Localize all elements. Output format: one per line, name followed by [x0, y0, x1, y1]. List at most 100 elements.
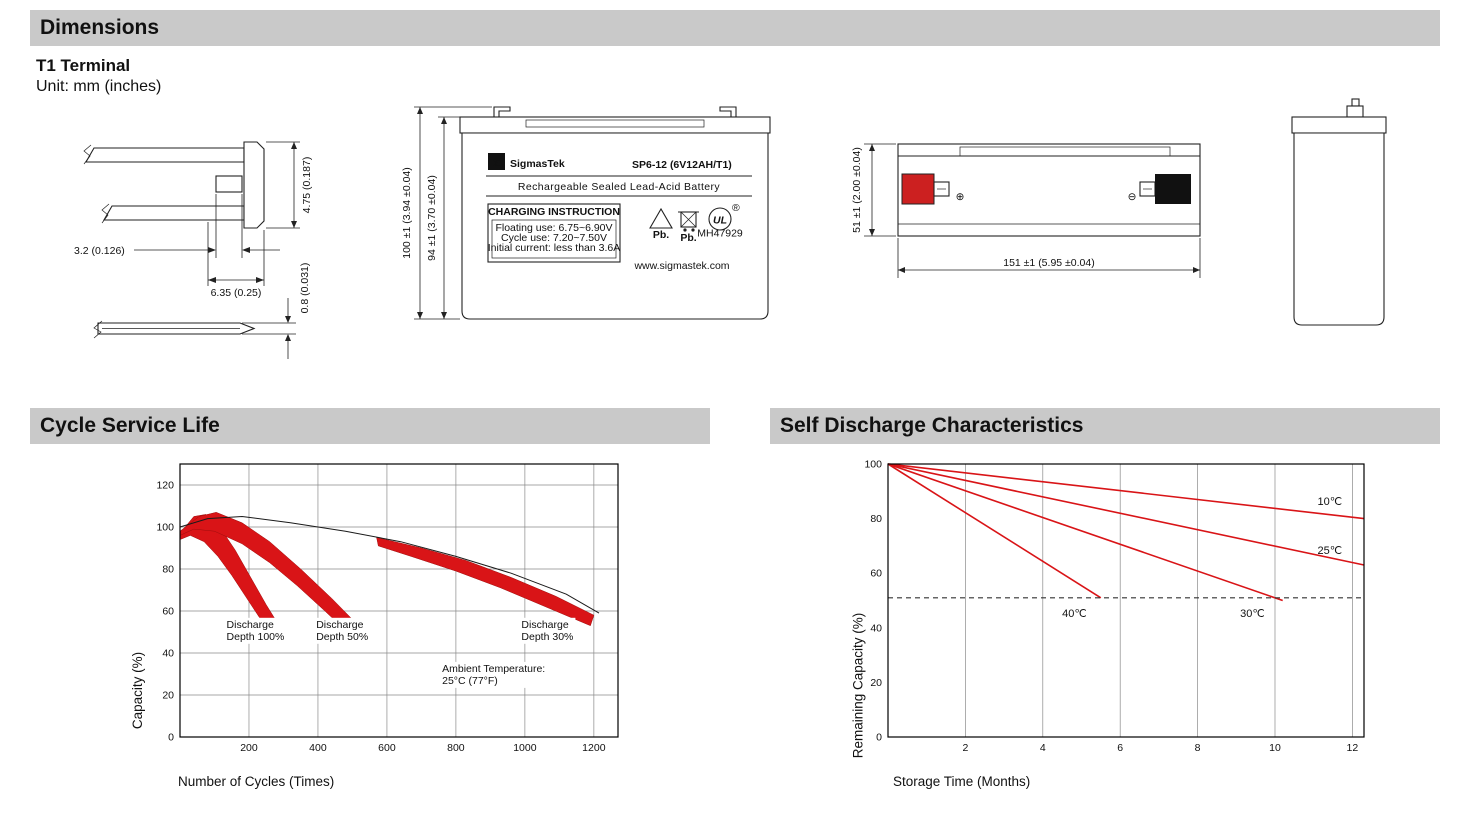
- plot-border: [887, 463, 1365, 738]
- dim-thickness-label: 0.8 (0.031): [299, 263, 311, 314]
- annotation-bg: [224, 617, 287, 644]
- arrowhead-icon: [285, 316, 291, 323]
- y-tick-label: 60: [870, 568, 882, 580]
- series-capacity-envelope: [179, 515, 600, 614]
- terminal-hole: [215, 175, 243, 193]
- bin-wheel: [691, 228, 695, 232]
- arrowhead-icon: [441, 117, 447, 124]
- x-tick-label: 200: [240, 742, 258, 754]
- y-tick-label: 20: [870, 677, 882, 689]
- charging-inner-box: [491, 219, 617, 259]
- cycle-title: Cycle Service Life: [40, 414, 220, 437]
- t1-terminal-heading: T1 Terminal: [36, 56, 131, 75]
- chart-annotation: Ambient Temperature: 25°C (77°F): [442, 663, 545, 687]
- battery-side-view: 51 ±1 (2.00 ±0.04) ⊕ ⊖ 151 ±1 (5.95 ±0.0…: [851, 143, 1201, 278]
- battery-subtitle: Rechargeable Sealed Lead-Acid Battery: [518, 181, 721, 193]
- end-lid: [1291, 116, 1387, 134]
- chart-annotation: Discharge Depth 100%: [227, 619, 285, 643]
- handle-icon: [493, 106, 511, 117]
- bin-cross: [680, 211, 697, 228]
- pb-recycle-label: Pb.: [653, 229, 669, 241]
- series-temp-25C: [887, 463, 1365, 566]
- terminal-tip: [1351, 98, 1360, 107]
- dim-total-height-label: 100 ±1 (3.94 ±0.04): [401, 167, 413, 259]
- battery-lid: [459, 116, 771, 134]
- dim-tab-height: 4.75 (0.187): [301, 157, 313, 214]
- discharge-title: Self Discharge Characteristics: [780, 414, 1084, 437]
- y-tick-label: 100: [864, 459, 882, 471]
- series-temp-10C: [887, 463, 1365, 520]
- arrowhead-icon: [1193, 267, 1200, 273]
- arrowhead-icon: [441, 312, 447, 319]
- arrowhead-icon: [869, 144, 875, 151]
- break-mark-icon: [83, 144, 92, 165]
- cycle-ylabel-wrap: Capacity (%): [126, 580, 150, 800]
- y-tick-label: 0: [876, 732, 882, 744]
- x-tick-label: 400: [309, 742, 327, 754]
- x-tick-label: 1000: [513, 742, 537, 754]
- bin-wheel: [683, 228, 687, 232]
- chart-annotation: Discharge Depth 30%: [521, 619, 573, 643]
- discharge-ylabel-wrap: Remaining Capacity (%): [846, 570, 870, 800]
- terminal-face: [243, 141, 265, 229]
- plot-border: [179, 463, 619, 738]
- chart-annotation: 10℃: [1318, 496, 1343, 508]
- plus-symbol-icon: ⊕: [956, 191, 965, 203]
- battery-end-view: [1291, 98, 1387, 326]
- chart-annotation: 25℃: [1318, 545, 1343, 557]
- arrowhead-icon: [869, 229, 875, 236]
- x-tick-label: 6: [1117, 742, 1123, 754]
- charging-title: CHARGING INSTRUCTION: [488, 206, 620, 218]
- negative-terminal-block: [1155, 174, 1191, 204]
- y-tick-label: 100: [156, 522, 174, 534]
- pb-bin-label: Pb.: [680, 232, 696, 244]
- battery-front-view: 100 ±1 (3.94 ±0.04) 94 ±1 (3.70 ±0.04) Σ…: [401, 106, 771, 320]
- annotation-bg: [314, 617, 371, 644]
- dim-tab-width-label: 6.35 (0.25): [211, 287, 262, 299]
- charging-line2: Cycle use: 7.20~7.50V: [501, 232, 607, 244]
- terminal-lower-strip: [103, 205, 245, 221]
- charging-box: [487, 203, 621, 263]
- break-mark-icon: [93, 320, 103, 339]
- y-tick-label: 20: [162, 690, 174, 702]
- positive-terminal-block: [901, 173, 935, 205]
- sigma-logo-icon: [488, 153, 505, 170]
- dim-side-height-label: 51 ±1 (2.00 ±0.04): [851, 147, 863, 233]
- dim-length-label: 151 ±1 (5.95 ±0.04): [1003, 257, 1095, 269]
- y-tick-label: 80: [870, 513, 882, 525]
- series-temp-30C: [887, 463, 1283, 602]
- dimensions-title: Dimensions: [40, 16, 160, 39]
- self-discharge-chart: 2 4 6 8 10 12 0 20 40 60 80 100 10℃ 25℃ 30℃ 40℃: [840, 452, 1380, 767]
- break-mark-icon: [101, 203, 110, 224]
- charging-line1: Floating use: 6.75~6.90V: [495, 222, 612, 234]
- x-tick-label: 800: [447, 742, 465, 754]
- x-tick-label: 10: [1269, 742, 1281, 754]
- chart-annotation: 40℃: [1062, 608, 1087, 620]
- y-tick-label: 120: [156, 480, 174, 492]
- charging-line3: Initial current: less than 3.6A: [488, 242, 621, 254]
- x-tick-label: 12: [1347, 742, 1359, 754]
- y-tick-label: 40: [162, 648, 174, 660]
- website-url: www.sigmastek.com: [633, 260, 729, 272]
- band-discharge-depth-30: [376, 537, 595, 627]
- ul-registered-mark: ®: [732, 202, 740, 214]
- x-tick-label: 8: [1195, 742, 1201, 754]
- y-tick-label: 80: [162, 564, 174, 576]
- brand-name: SigmasTek: [510, 158, 565, 170]
- arrowhead-icon: [285, 334, 291, 341]
- x-tick-label: 4: [1040, 742, 1046, 754]
- arrowhead-icon: [898, 267, 905, 273]
- terminal-upper-strip: [85, 147, 245, 163]
- discharge-ylabel: Remaining Capacity (%): [850, 612, 866, 758]
- discharge-xlabel: Storage Time (Months): [893, 774, 1031, 789]
- dim-hole-label: 3.2 (0.126): [74, 245, 125, 257]
- x-tick-label: 600: [378, 742, 396, 754]
- annotation-bg: [440, 661, 548, 688]
- annotation-bg: [519, 617, 576, 644]
- chart-annotation: Discharge Depth 50%: [316, 619, 368, 643]
- y-tick-label: 60: [162, 606, 174, 618]
- lid-recess: [959, 146, 1171, 157]
- arrowhead-icon: [417, 107, 423, 114]
- dimensions-section-header: Dimensions: [30, 10, 1440, 46]
- unit-note: Unit: mm (inches): [36, 78, 162, 95]
